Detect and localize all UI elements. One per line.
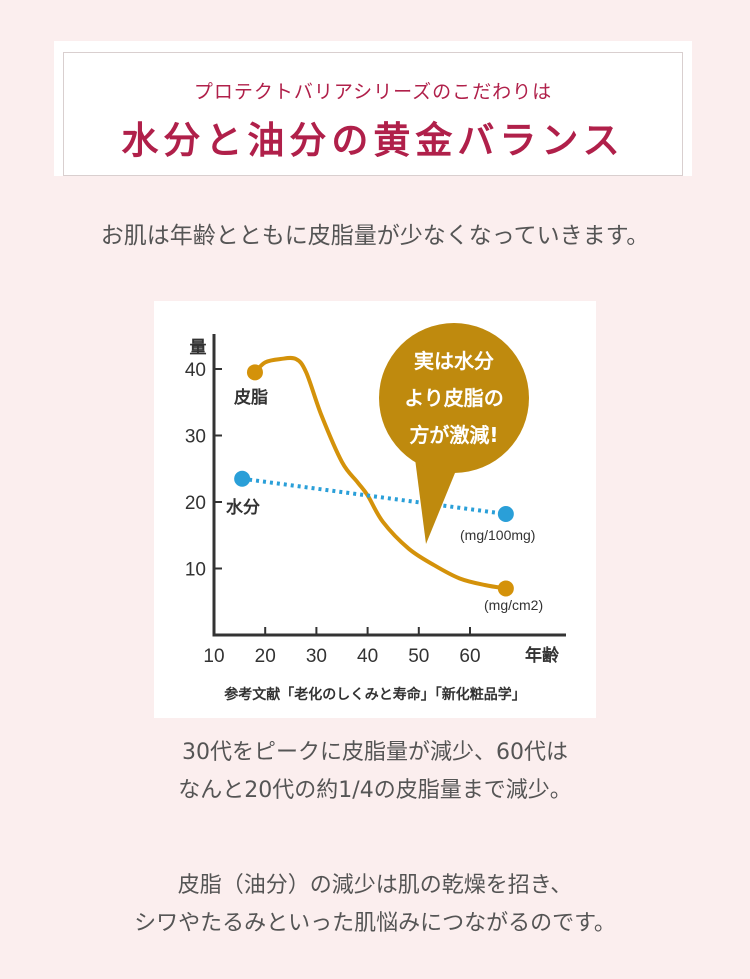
chart-source: 参考文献「老化のしくみと寿命」「新化粧品学」	[224, 686, 526, 703]
chart-card: 量 年齢 10 20 30 40 50 60 10 20 30 40 実は水分 より皮脂の 方が激…	[154, 301, 596, 718]
x-tick-label: 20	[255, 646, 276, 667]
title-box: プロテクトバリアシリーズのこだわりは 水分と油分の黄金バランス	[54, 41, 692, 176]
caption-2-line-2: シワやたるみといった肌悩みにつながるのです。	[134, 911, 616, 936]
callout-circle	[379, 323, 529, 473]
water-end-point	[497, 505, 514, 522]
unit-label-sebum: (mg/cm2)	[484, 597, 543, 613]
intro-text: お肌は年齢とともに皮脂量が少なくなっていきます。	[100, 223, 650, 249]
unit-label-water: (mg/100mg)	[460, 527, 535, 543]
header-title: 水分と油分の黄金バランス	[121, 119, 625, 162]
sebum-start-point	[246, 364, 263, 381]
y-tick-label: 10	[185, 560, 206, 581]
callout-line-1: 実は水分	[414, 349, 494, 373]
water-line	[241, 476, 507, 516]
callout-line-3: 方が激減!	[409, 423, 498, 447]
caption-2-line-1: 皮脂（油分）の減少は肌の乾燥を招き、	[177, 873, 573, 898]
x-axis-label: 年齢	[525, 645, 560, 666]
x-tick-label: 40	[357, 646, 378, 667]
water-start-point	[234, 470, 251, 487]
x-tick-label: 10	[203, 646, 224, 667]
callout-bubble: 実は水分 より皮脂の 方が激減!	[379, 323, 529, 544]
series-label-sebum: 皮脂	[234, 387, 268, 408]
sebum-end-point	[497, 580, 514, 597]
y-tick-label: 30	[185, 427, 206, 448]
y-axis-label: 量	[190, 337, 207, 358]
caption-1-line-2: なんと20代の約1/4の皮脂量まで減少。	[178, 778, 572, 803]
caption-block-1: 30代をピークに皮脂量が減少、60代は なんと20代の約1/4の皮脂量まで減少。	[0, 734, 750, 810]
series-label-water: 水分	[226, 497, 260, 518]
y-tick-label: 40	[185, 360, 206, 381]
x-tick-label: 30	[306, 646, 327, 667]
sebum-line	[253, 355, 507, 591]
x-tick-label: 60	[459, 646, 480, 667]
header-subtitle: プロテクトバリアシリーズのこだわりは	[193, 81, 553, 103]
y-tick-label: 20	[185, 493, 206, 514]
chart-svg: 量 年齢 10 20 30 40 50 60 10 20 30 40 実は水分 より皮脂の 方が激…	[185, 323, 566, 703]
caption-1-line-1: 30代をピークに皮脂量が減少、60代は	[182, 740, 568, 765]
title-frame: プロテクトバリアシリーズのこだわりは 水分と油分の黄金バランス	[63, 52, 683, 176]
caption-block-2: 皮脂（油分）の減少は肌の乾燥を招き、 シワやたるみといった肌悩みにつながるのです…	[0, 867, 750, 943]
callout-line-2: より皮脂の	[404, 386, 504, 410]
x-tick-label: 50	[408, 646, 429, 667]
